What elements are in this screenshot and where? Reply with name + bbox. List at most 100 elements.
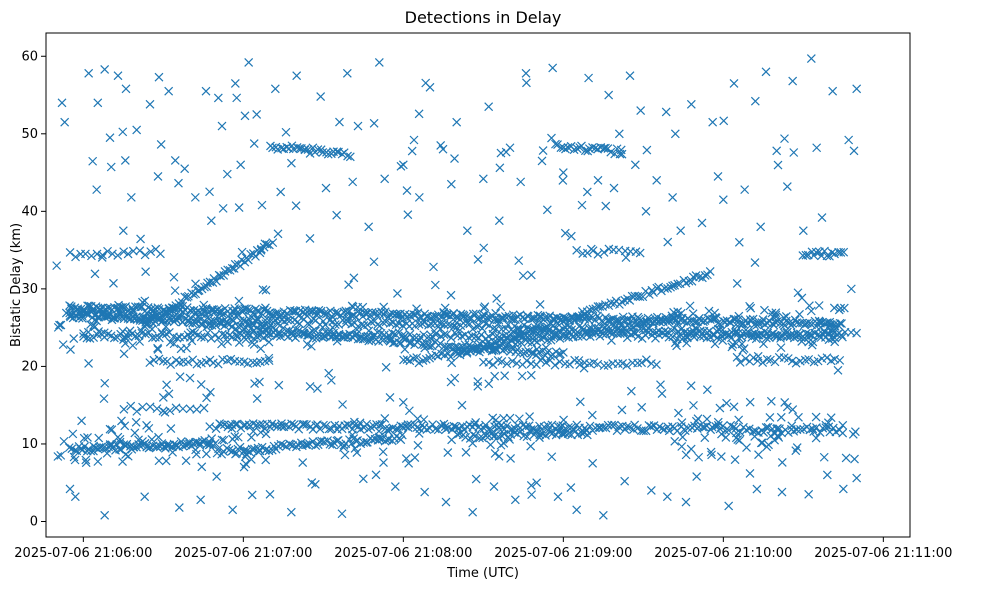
data-point-marker xyxy=(296,438,306,448)
data-point-marker xyxy=(99,332,109,342)
data-point-marker xyxy=(234,338,244,348)
data-point-marker xyxy=(64,443,74,453)
data-point-marker xyxy=(140,250,150,260)
data-point-marker xyxy=(473,381,483,391)
data-point-marker xyxy=(195,441,205,450)
data-point-marker xyxy=(100,65,110,74)
data-point-marker xyxy=(727,342,737,352)
data-point-marker xyxy=(140,296,150,306)
data-point-marker xyxy=(486,440,495,450)
data-point-marker xyxy=(446,179,456,189)
data-point-marker xyxy=(207,434,217,444)
data-point-marker xyxy=(135,246,145,256)
data-point-marker xyxy=(362,437,372,447)
data-point-marker xyxy=(402,186,412,196)
data-point-marker xyxy=(241,334,251,344)
data-point-marker xyxy=(676,226,686,236)
data-point-marker xyxy=(526,270,536,280)
data-point-marker xyxy=(622,361,632,370)
data-point-marker xyxy=(648,318,658,328)
data-point-marker xyxy=(588,458,598,468)
data-point-marker xyxy=(553,349,563,359)
data-point-marker xyxy=(614,129,624,139)
data-point-marker xyxy=(258,323,268,333)
data-point-marker xyxy=(601,143,610,153)
data-point-marker xyxy=(632,423,642,433)
data-point-marker xyxy=(288,331,298,341)
data-point-marker xyxy=(84,359,93,368)
data-point-marker xyxy=(205,422,215,431)
y-tick-label: 50 xyxy=(21,127,38,142)
data-point-marker xyxy=(527,348,537,358)
data-point-marker xyxy=(774,432,784,442)
data-point-marker xyxy=(166,424,176,433)
data-point-marker xyxy=(484,102,494,112)
data-point-marker xyxy=(305,234,315,243)
data-point-marker xyxy=(100,378,110,388)
data-point-marker xyxy=(495,163,505,173)
data-point-marker xyxy=(484,357,494,367)
data-point-marker xyxy=(551,139,560,149)
data-point-marker xyxy=(558,176,568,185)
data-point-marker xyxy=(241,459,251,469)
data-point-marker xyxy=(750,432,760,441)
data-point-marker xyxy=(86,446,96,456)
data-point-marker xyxy=(196,379,206,389)
data-point-marker xyxy=(380,174,390,184)
data-point-marker xyxy=(366,317,376,327)
data-point-marker xyxy=(83,327,93,337)
data-point-marker xyxy=(636,106,646,115)
data-point-marker xyxy=(795,309,804,319)
data-point-marker xyxy=(247,338,257,347)
data-point-marker xyxy=(745,397,755,407)
data-point-marker xyxy=(494,451,504,461)
data-point-marker xyxy=(713,417,723,427)
data-point-marker xyxy=(692,472,702,481)
data-point-marker xyxy=(364,326,374,336)
data-point-marker xyxy=(153,343,162,353)
data-point-marker xyxy=(160,407,170,417)
data-point-marker xyxy=(499,438,509,448)
data-point-marker xyxy=(846,284,856,294)
data-point-marker xyxy=(620,328,630,338)
data-point-marker xyxy=(286,440,296,450)
data-point-marker xyxy=(792,443,802,452)
data-point-marker xyxy=(398,160,408,170)
data-point-marker xyxy=(732,279,742,288)
data-point-marker xyxy=(109,278,118,288)
data-point-marker xyxy=(92,249,102,259)
data-point-marker xyxy=(577,141,586,151)
data-point-marker xyxy=(439,330,449,339)
data-point-marker xyxy=(492,293,502,303)
data-point-marker xyxy=(227,322,237,332)
data-point-marker xyxy=(409,135,419,145)
data-point-marker xyxy=(217,311,226,321)
data-point-marker xyxy=(788,76,798,86)
data-point-marker xyxy=(180,292,190,302)
data-point-marker xyxy=(850,454,859,464)
data-point-marker xyxy=(386,333,396,343)
data-point-marker xyxy=(420,487,430,497)
data-point-marker xyxy=(55,320,64,330)
data-point-marker xyxy=(171,440,181,450)
data-point-marker xyxy=(98,250,107,260)
data-point-marker xyxy=(256,244,266,254)
data-point-marker xyxy=(498,313,508,323)
data-point-marker xyxy=(316,92,326,102)
data-point-marker xyxy=(553,427,563,437)
data-point-marker xyxy=(599,361,609,371)
data-point-marker xyxy=(321,183,331,193)
data-point-marker xyxy=(649,421,659,431)
data-point-marker xyxy=(153,345,163,354)
data-point-marker xyxy=(243,255,253,265)
data-point-marker xyxy=(393,289,402,298)
data-point-marker xyxy=(569,145,579,155)
data-point-marker xyxy=(828,86,838,96)
data-point-marker xyxy=(187,336,197,346)
data-point-marker xyxy=(407,146,417,156)
data-point-marker xyxy=(404,406,414,416)
data-point-marker xyxy=(585,305,595,315)
data-point-marker xyxy=(823,418,833,428)
data-point-marker xyxy=(366,422,376,432)
